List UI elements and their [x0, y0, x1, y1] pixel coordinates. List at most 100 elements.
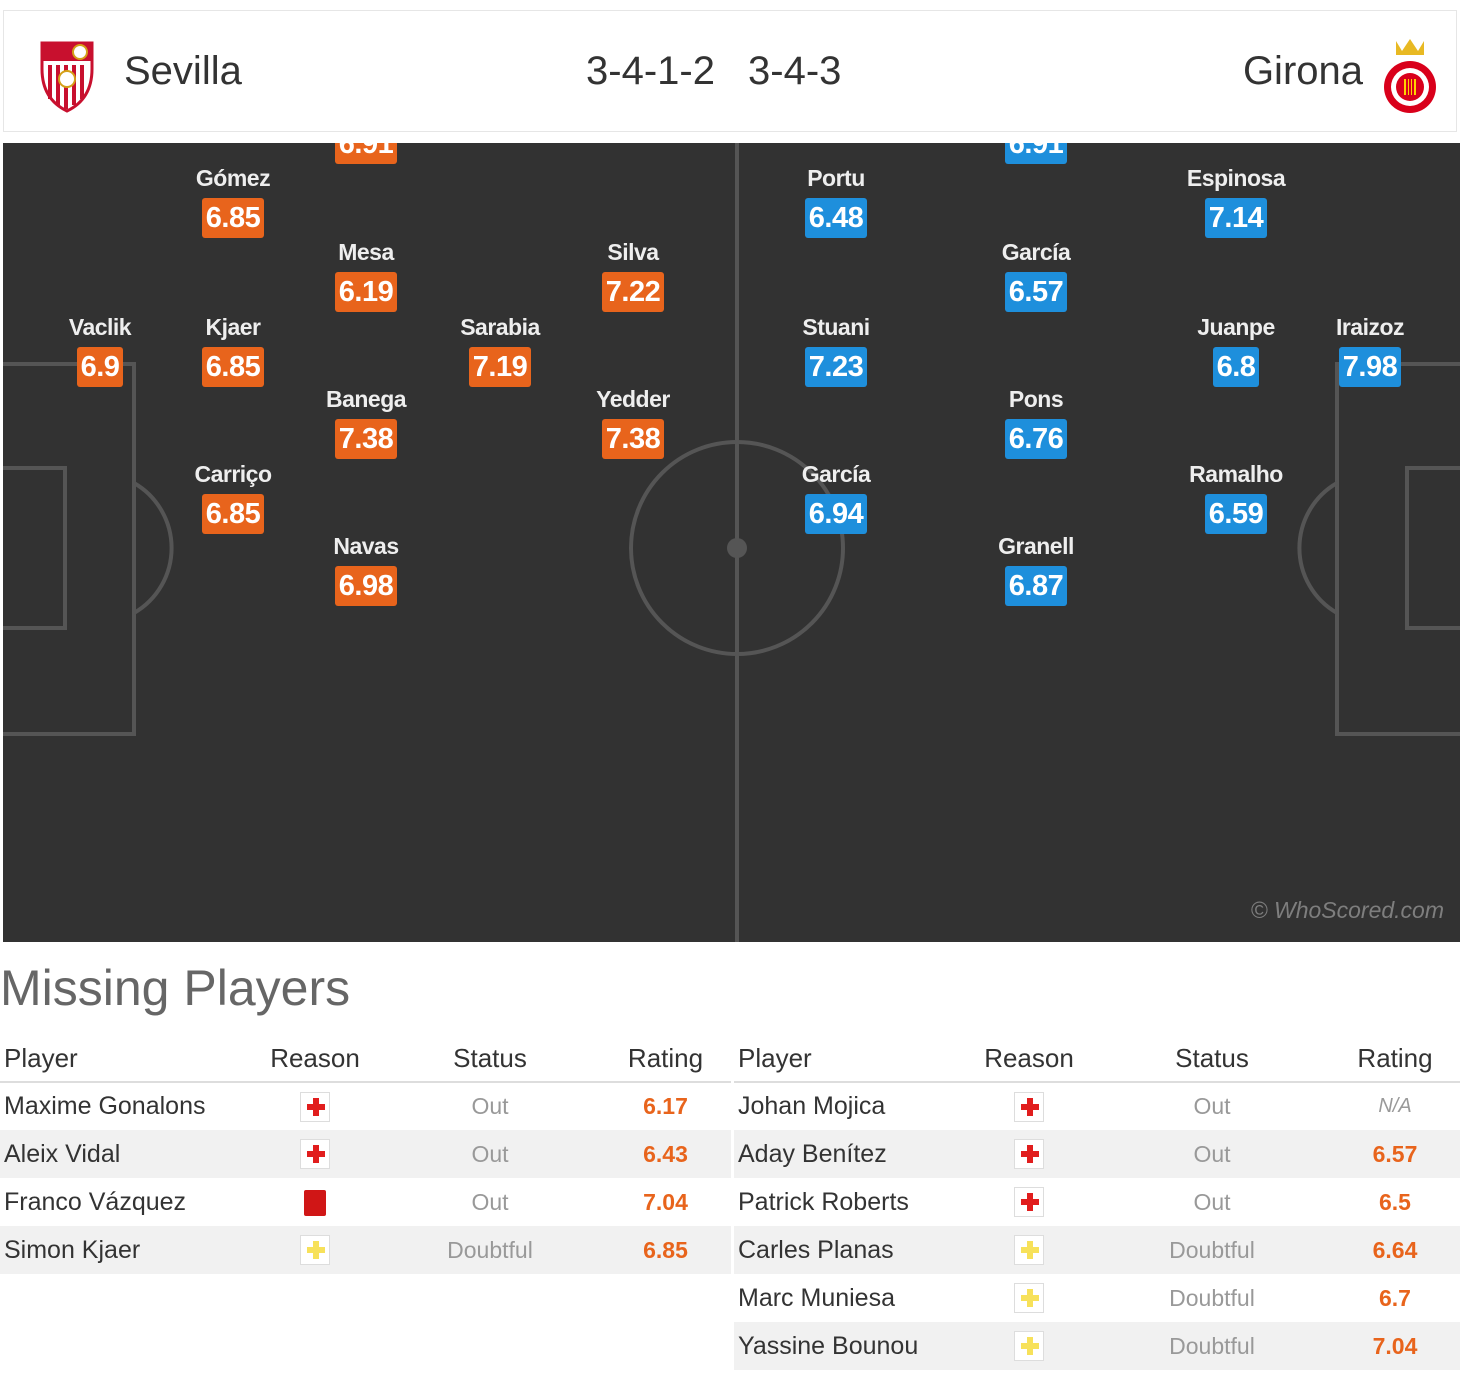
column-header-reason[interactable]: Reason	[250, 1036, 380, 1083]
player-rating-badge: 6.98	[334, 566, 398, 606]
missing-reason	[964, 1322, 1094, 1370]
player-name[interactable]: Iraizoz	[1335, 314, 1405, 340]
away-player-marker[interactable]: García 6.57	[966, 239, 1106, 312]
missing-player-name[interactable]: Aleix Vidal	[0, 1130, 250, 1178]
away-player-marker[interactable]: Granell 6.87	[966, 533, 1106, 606]
away-player-marker[interactable]: Pons 6.76	[966, 386, 1106, 459]
column-header-player[interactable]: Player	[0, 1036, 250, 1083]
home-player-marker[interactable]: Yedder 7.38	[563, 386, 703, 459]
away-player-marker[interactable]: Portu 6.48	[766, 165, 906, 238]
doubtful-icon	[300, 1235, 330, 1266]
missing-reason	[964, 1082, 1094, 1130]
home-team-name[interactable]: Sevilla	[124, 49, 242, 93]
watermark: © WhoScored.com	[1250, 897, 1444, 923]
player-name[interactable]: García	[801, 461, 871, 487]
player-name[interactable]: Yedder	[596, 386, 670, 412]
player-name[interactable]: Juanpe	[1197, 314, 1275, 340]
away-player-marker[interactable]: Espinosa 7.14	[1166, 165, 1306, 238]
home-player-marker[interactable]: Gómez 6.85	[163, 165, 303, 238]
missing-player-name[interactable]: Aday Benítez	[734, 1130, 964, 1178]
away-player-marker[interactable]: García 6.94	[766, 461, 906, 534]
player-name[interactable]: Portu	[807, 165, 865, 191]
table-row: Franco Vázquez Out 7.04	[0, 1178, 731, 1226]
player-rating-badge: 6.94	[804, 494, 868, 534]
home-player-marker[interactable]: Navas 6.98	[296, 533, 436, 606]
away-team-name[interactable]: Girona	[1242, 49, 1363, 93]
away-player-marker[interactable]: Porro6.91	[966, 143, 1106, 164]
player-rating-badge: 6.8	[1212, 347, 1260, 387]
missing-rating: 6.5	[1379, 1188, 1411, 1215]
missing-status: Doubtful	[1094, 1226, 1330, 1274]
player-name[interactable]: García	[1001, 239, 1071, 265]
player-rating-badge: 7.38	[601, 419, 665, 459]
missing-reason	[964, 1226, 1094, 1274]
away-player-marker[interactable]: Ramalho 6.59	[1166, 461, 1306, 534]
missing-player-name[interactable]: Marc Muniesa	[738, 1283, 895, 1312]
player-name[interactable]: Silva	[607, 239, 659, 265]
missing-status: Out	[1193, 1188, 1231, 1215]
player-name[interactable]: Banega	[325, 386, 407, 412]
player-name[interactable]: Sarabia	[460, 314, 540, 340]
player-name[interactable]: Navas	[333, 533, 399, 559]
home-player-marker[interactable]: Vaclik 6.9	[30, 314, 170, 387]
sevilla-crest-icon[interactable]	[38, 39, 96, 113]
girona-crest-icon[interactable]	[1382, 37, 1438, 117]
away-player-marker[interactable]: Stuani 7.23	[766, 314, 906, 387]
column-header-status[interactable]: Status	[380, 1036, 600, 1083]
home-player-marker[interactable]: Carriço 6.85	[163, 461, 303, 534]
missing-rating: 6.43	[600, 1130, 731, 1178]
missing-status: Out	[1193, 1093, 1231, 1119]
column-header-rating[interactable]: Rating	[600, 1036, 731, 1083]
missing-reason	[964, 1178, 1094, 1226]
missing-player-name[interactable]: Simon Kjaer	[0, 1226, 250, 1274]
table-row: Carles Planas Doubtful 6.64	[734, 1226, 1460, 1274]
column-header-rating[interactable]: Rating	[1330, 1036, 1460, 1083]
missing-player-name[interactable]: Patrick Roberts	[738, 1187, 909, 1216]
column-header-reason[interactable]: Reason	[964, 1036, 1094, 1083]
away-player-marker[interactable]: Iraizoz 7.98	[1300, 314, 1440, 387]
home-player-marker[interactable]: Silva 7.22	[563, 239, 703, 312]
missing-player-name[interactable]: Franco Vázquez	[4, 1187, 187, 1216]
home-player-marker[interactable]: Escudero6.91	[296, 143, 436, 164]
home-player-marker[interactable]: Kjaer 6.85	[163, 314, 303, 387]
column-header-player[interactable]: Player	[734, 1036, 964, 1083]
missing-status: Out	[380, 1130, 600, 1178]
player-name[interactable]: Stuani	[802, 314, 870, 340]
player-rating-badge: 7.14	[1204, 198, 1268, 238]
player-rating-badge: 7.19	[468, 347, 532, 387]
home-player-marker[interactable]: Banega 7.38	[296, 386, 436, 459]
doubtful-icon	[1014, 1331, 1044, 1362]
player-name[interactable]: Mesa	[338, 239, 394, 265]
home-player-marker[interactable]: Mesa 6.19	[296, 239, 436, 312]
player-rating-badge: 7.98	[1338, 347, 1402, 387]
player-rating-badge: 7.38	[334, 419, 398, 459]
missing-player-name[interactable]: Johan Mojica	[738, 1092, 886, 1120]
missing-reason	[964, 1274, 1094, 1322]
player-rating-badge: 7.23	[804, 347, 868, 387]
table-row: Johan Mojica Out N/A	[734, 1082, 1460, 1130]
missing-rating: 7.04	[643, 1188, 688, 1215]
player-rating-badge: 6.59	[1204, 494, 1268, 534]
player-name[interactable]: Vaclik	[68, 314, 132, 340]
player-name[interactable]: Gómez	[195, 165, 271, 191]
player-name[interactable]: Carriço	[194, 461, 272, 487]
missing-player-name[interactable]: Yassine Bounou	[734, 1322, 964, 1370]
player-name[interactable]: Pons	[1008, 386, 1064, 412]
player-name[interactable]: Ramalho	[1189, 461, 1283, 487]
missing-player-name[interactable]: Carles Planas	[734, 1226, 964, 1274]
missing-reason	[250, 1130, 380, 1178]
away-player-marker[interactable]: Juanpe 6.8	[1166, 314, 1306, 387]
missing-player-name[interactable]: Maxime Gonalons	[4, 1092, 206, 1120]
player-name[interactable]: Kjaer	[205, 314, 261, 340]
missing-players-title: Missing Players	[0, 960, 351, 1016]
player-rating-badge: 6.48	[804, 198, 868, 238]
missing-reason	[964, 1130, 1094, 1178]
match-header: Sevilla 3-4-1-2 3-4-3 Girona	[3, 10, 1457, 132]
red-card-icon	[304, 1189, 326, 1216]
player-name[interactable]: Espinosa	[1186, 165, 1286, 191]
home-player-marker[interactable]: Sarabia 7.19	[430, 314, 570, 387]
column-header-status[interactable]: Status	[1094, 1036, 1330, 1083]
player-name[interactable]: Granell	[998, 533, 1074, 559]
injury-icon	[1014, 1091, 1044, 1122]
missing-rating: N/A	[1378, 1095, 1412, 1117]
